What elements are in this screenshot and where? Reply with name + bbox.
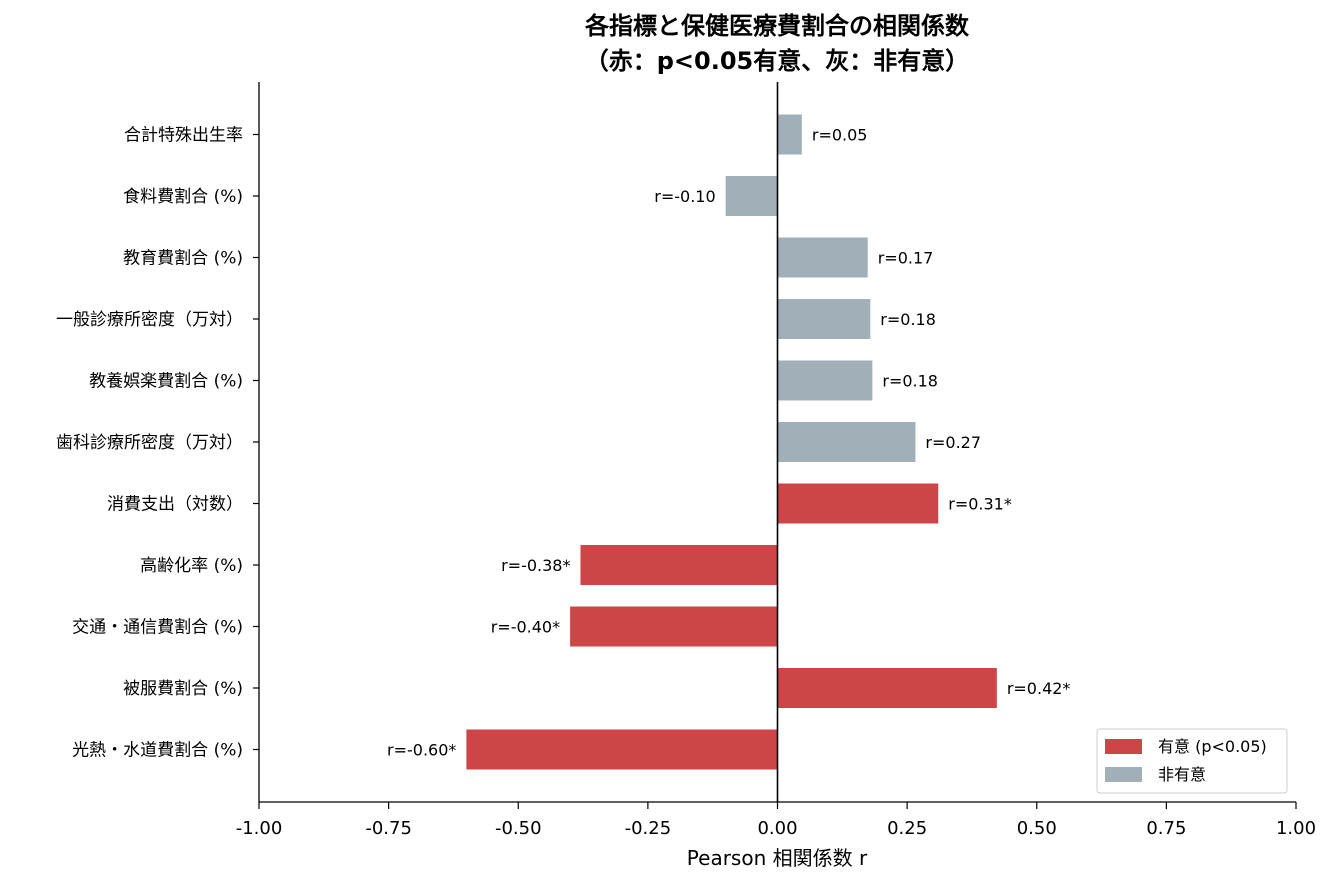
x-tick-label: 0.75 [1146, 818, 1186, 839]
bar-value-label: r=-0.40* [491, 618, 560, 637]
bar-value-label: r=0.27 [925, 433, 981, 452]
x-tick-label: -0.25 [625, 818, 672, 839]
category-label: 高齢化率 (%) [140, 556, 243, 576]
x-tick-label: 0.25 [887, 818, 927, 839]
bar [580, 545, 778, 585]
category-label: 一般診療所密度（万対） [56, 310, 243, 330]
legend-swatch [1105, 739, 1142, 754]
bar-value-label: r=-0.10 [654, 187, 715, 206]
x-tick-label: -0.75 [365, 818, 412, 839]
chart-title-line2: （赤：p<0.05有意、灰：非有意） [585, 47, 970, 75]
bar [725, 176, 778, 216]
bar [777, 360, 873, 401]
bar-value-label: r=-0.38* [501, 556, 570, 575]
chart-title-line1: 各指標と保健医療費割合の相関係数 [584, 12, 970, 40]
category-label: 交通・通信費割合 (%) [72, 618, 243, 638]
legend-box [1096, 728, 1288, 794]
bar-value-label: r=0.18 [880, 310, 936, 329]
legend-entry-label: 非有意 [1158, 765, 1206, 784]
bar [777, 668, 997, 708]
bar [777, 299, 871, 339]
bars-layer: r=0.05 r=-0.10 r=0.17 r=0.18 r=0.18 r=0.27 r=0… [387, 114, 1071, 770]
x-tick-label: -0.50 [495, 818, 542, 839]
bar-value-label: r=0.18 [882, 372, 938, 391]
bar [466, 729, 778, 770]
category-label: 歯科診療所密度（万対） [56, 433, 243, 453]
legend: 有意 (p<0.05) 非有意 [1096, 728, 1288, 794]
bar-value-label: r=0.17 [878, 249, 934, 268]
legend-swatch [1105, 767, 1142, 782]
category-label: 合計特殊出生率 [124, 126, 243, 146]
bar-value-label: r=0.42* [1007, 679, 1071, 698]
bar-value-label: r=-0.60* [387, 741, 456, 760]
category-label: 被服費割合 (%) [123, 679, 243, 699]
category-label: 食料費割合 (%) [123, 187, 243, 207]
bar [570, 606, 778, 647]
bar [777, 483, 939, 524]
category-label: 光熱・水道費割合 (%) [72, 741, 243, 761]
x-axis-label: Pearson 相関係数 r [687, 846, 868, 870]
bar-value-label: r=0.31* [948, 495, 1012, 514]
x-tick-label: 0.50 [1017, 818, 1057, 839]
bar [777, 114, 802, 155]
x-tick-label: -1.00 [236, 818, 283, 839]
x-tick-label: 1.00 [1276, 818, 1316, 839]
x-tick-label: 0.00 [757, 818, 797, 839]
category-label: 消費支出（対数） [107, 495, 243, 515]
category-label: 教養娯楽費割合 (%) [89, 372, 243, 392]
bar [777, 237, 868, 278]
legend-entry-label: 有意 (p<0.05) [1158, 737, 1267, 756]
bar [777, 422, 916, 462]
bar-value-label: r=0.05 [812, 126, 868, 145]
category-label: 教育費割合 (%) [123, 249, 243, 269]
